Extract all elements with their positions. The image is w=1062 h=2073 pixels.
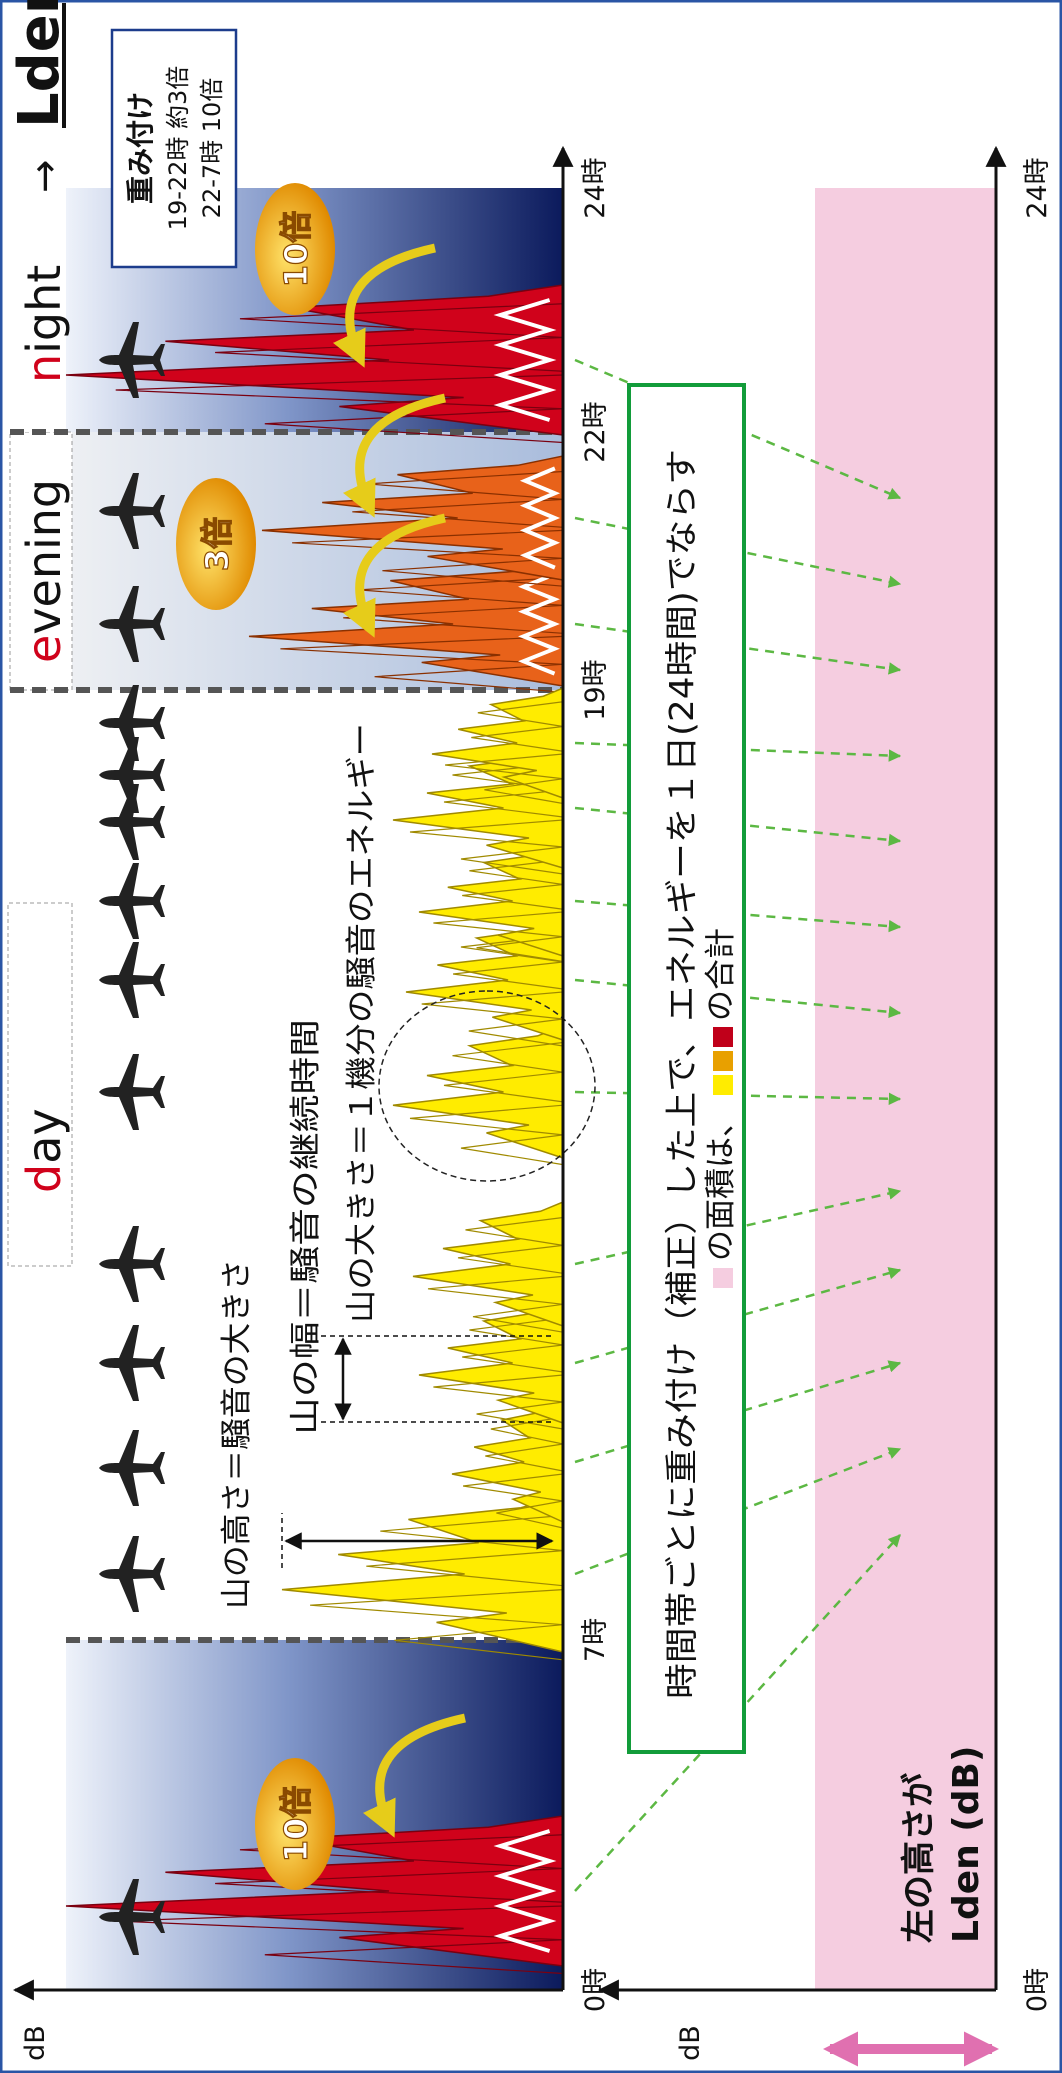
airplane-icon — [99, 1226, 165, 1302]
annotation: 山の高さ＝騒音の大きさ — [219, 1259, 255, 1609]
x-tick-label: 19時 — [580, 659, 611, 720]
badge-label: 10倍 — [277, 1786, 315, 1863]
lden-area — [815, 188, 996, 1990]
legend-swatch — [713, 1027, 733, 1047]
airplane-icon — [99, 685, 165, 761]
day-label: day — [17, 1108, 71, 1193]
airplane-icon — [99, 1430, 165, 1506]
airplane-icon — [99, 942, 165, 1018]
x-tick-label: 7時 — [580, 1618, 611, 1662]
title: Lden — [7, 0, 72, 128]
evening-label: evening — [17, 479, 71, 663]
bottom-label: Lden (dB) — [946, 1746, 987, 1943]
diagram: 10倍3倍10倍時間帯ごとに重み付け（補正）した上で、エネルギーを１日(24時間… — [0, 0, 1062, 2073]
annotation: 山の幅＝騒音の継続時間 — [288, 1019, 324, 1435]
initial-letter: e — [17, 635, 71, 663]
drawing-layer: 10倍3倍10倍時間帯ごとに重み付け（補正）した上で、エネルギーを１日(24時間… — [8, 3, 996, 2049]
arrow-symbol: → — [22, 159, 68, 193]
x-tick-label: 24時 — [1022, 157, 1053, 218]
day-label-box — [8, 903, 72, 1266]
initial-letter: d — [17, 1164, 71, 1193]
summary-text: の合計 — [703, 928, 739, 1021]
x-tick-label: 0時 — [580, 1968, 611, 2012]
rotated-content: 10倍3倍10倍時間帯ごとに重み付け（補正）した上で、エネルギーを１日(24時間… — [7, 0, 1053, 2061]
badge-label: 10倍 — [277, 211, 315, 288]
rest-letters: ay — [17, 1108, 71, 1163]
rest-letters: vening — [17, 479, 71, 635]
weighting-line: 22-7時 10倍 — [198, 78, 226, 219]
annotation: 山の大きさ＝１機分の騒音のエネルギー — [344, 723, 380, 1323]
airplane-icon — [99, 863, 165, 939]
airplane-icon — [99, 1536, 165, 1612]
y-axis-label: dB — [675, 2025, 706, 2061]
page: {"periods": {"day": "day", "evening": "e… — [0, 0, 1062, 2073]
badge-label: 3倍 — [198, 517, 236, 571]
x-tick-label: 0時 — [1022, 1968, 1053, 2012]
rest-letters: ight — [17, 265, 71, 354]
night-label: night — [17, 265, 71, 383]
legend-swatch — [713, 1051, 733, 1071]
airplane-icon — [99, 1054, 165, 1130]
initial-letter: n — [17, 354, 71, 383]
summary-text: の面積は、 — [703, 1106, 739, 1261]
y-axis-label: dB — [20, 2025, 51, 2061]
airplane-icon — [99, 1325, 165, 1401]
bottom-label: 左の高さが — [899, 1773, 939, 1943]
x-tick-label: 22時 — [580, 401, 611, 462]
legend-swatch — [713, 1075, 733, 1095]
weighting-title: 重み付け — [124, 92, 157, 204]
legend-swatch — [713, 1268, 733, 1288]
summary-text: 時間帯ごとに重み付け（補正）した上で、エネルギーを１日(24時間)でならす — [662, 449, 701, 1699]
weighting-line: 19-22時 約3倍 — [164, 66, 192, 231]
x-tick-label: 24時 — [580, 157, 611, 218]
